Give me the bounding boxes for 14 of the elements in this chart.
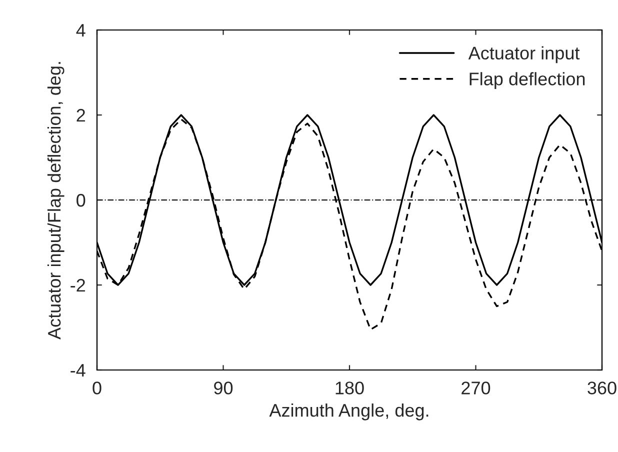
y-tick-label: 4 bbox=[76, 24, 86, 37]
x-tick-label: 270 bbox=[462, 382, 490, 394]
y-tick-label: 2 bbox=[76, 108, 85, 122]
y-tick-label: 0 bbox=[76, 194, 86, 207]
y-tick-label: -4 bbox=[70, 364, 86, 377]
x-tick-label: 180 bbox=[336, 382, 364, 394]
legend-label: Flap deflection bbox=[470, 72, 585, 89]
x-tick-label: 360 bbox=[588, 382, 616, 394]
x-tick-label: 90 bbox=[214, 382, 233, 394]
x-axis-title: Azimuth Angle, deg. bbox=[269, 404, 428, 420]
x-tick-label: 0 bbox=[92, 382, 102, 394]
y-axis-title: Actuator input/Flap deflection, deg. bbox=[47, 62, 64, 340]
legend-label: Actuator input bbox=[468, 46, 580, 64]
y-tick-label: -2 bbox=[70, 278, 85, 292]
